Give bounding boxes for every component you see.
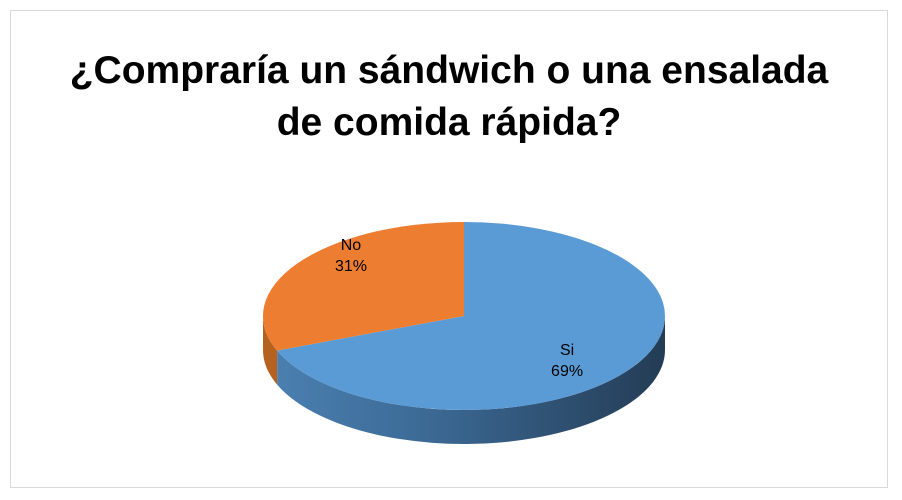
pie-side-no — [263, 316, 278, 385]
chart-title: ¿Compraría un sándwich o una ensalada de… — [11, 45, 887, 149]
chart-title-line-2: de comida rápida? — [276, 101, 622, 144]
pie-label-no-category: No — [341, 237, 362, 254]
pie-labels: Si 69% No 31% — [335, 237, 583, 380]
pie-side-walls — [263, 316, 665, 444]
pie-label-si-category: Si — [560, 342, 574, 359]
pie-side-si — [277, 316, 665, 444]
chart-frame: ¿Compraría un sándwich o una ensalada de… — [10, 10, 888, 488]
pie-top-slices — [263, 222, 666, 410]
pie-chart: Si 69% No 31% — [263, 222, 666, 444]
pie-slice-no — [263, 222, 464, 351]
pie-label-no-percent: 31% — [335, 258, 367, 275]
chart-title-line-1: ¿Compraría un sándwich o una ensalada — [69, 49, 829, 92]
pie-slice-si — [277, 222, 666, 410]
pie-label-si-percent: 69% — [551, 363, 583, 380]
